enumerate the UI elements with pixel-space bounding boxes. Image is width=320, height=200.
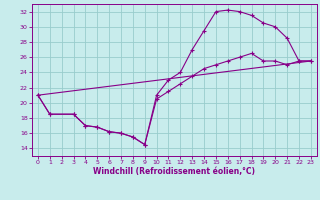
X-axis label: Windchill (Refroidissement éolien,°C): Windchill (Refroidissement éolien,°C) [93,167,255,176]
